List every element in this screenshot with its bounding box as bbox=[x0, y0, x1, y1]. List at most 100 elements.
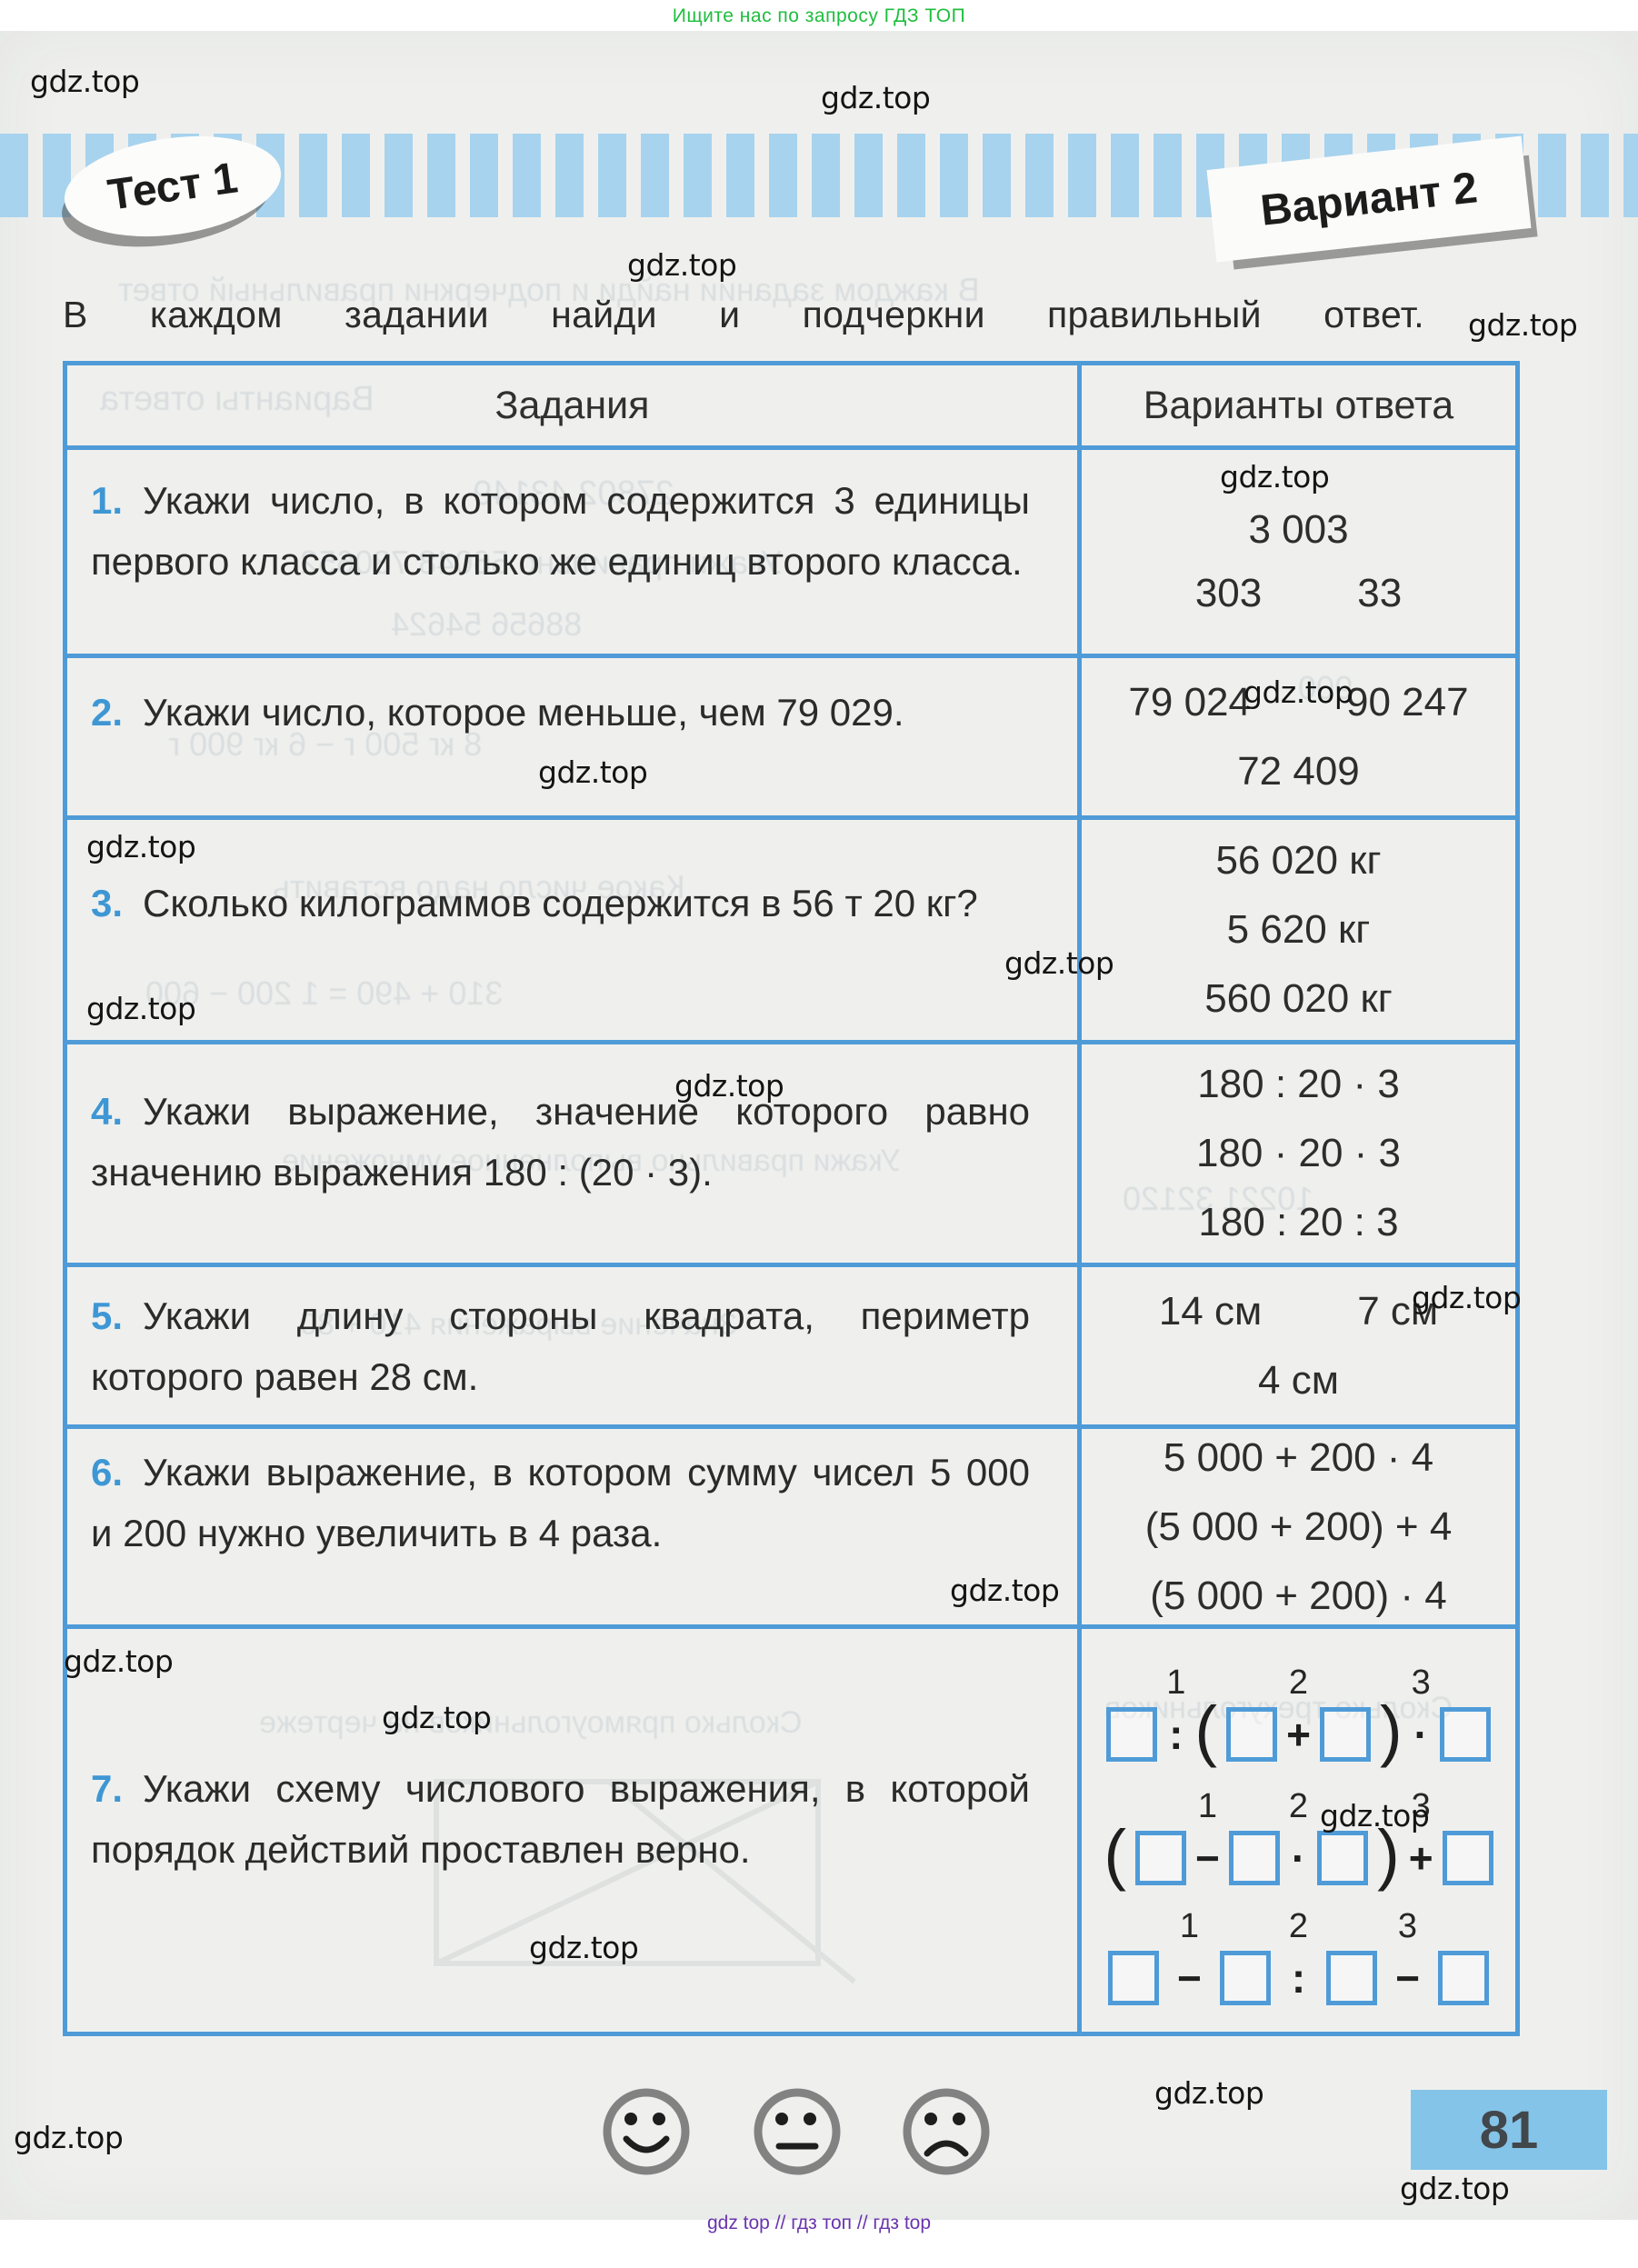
site-watermark: gdz.top bbox=[1243, 674, 1353, 710]
operator-token: 1: bbox=[1166, 1664, 1185, 1762]
answer-option[interactable]: 3 003 bbox=[1248, 507, 1349, 552]
answer-line: 79 024 90 247 bbox=[1128, 680, 1468, 725]
question-number: 2. bbox=[91, 691, 124, 734]
question-cell-6: 6. Укажи выражение, в котором сумму чисел… bbox=[67, 1429, 1082, 1629]
order-number bbox=[1241, 1907, 1251, 1951]
order-number: 3 bbox=[1411, 1786, 1431, 1825]
operand-token bbox=[1437, 1907, 1489, 2005]
site-watermark: gdz.top bbox=[1220, 459, 1330, 495]
question-text: Укажи схему числового выражения, в котор… bbox=[91, 1767, 1030, 1871]
answer-line: 3 003 bbox=[1248, 507, 1348, 553]
question-text: Укажи длину стороны квадрата, пери­метр … bbox=[91, 1294, 1030, 1398]
answers-cell-4: 180 : 20 · 3 180 · 20 · 3 180 : 20 : 3 bbox=[1082, 1044, 1515, 1267]
paren-token: ) bbox=[1379, 1660, 1403, 1768]
order-number: 3 bbox=[1397, 1906, 1418, 1945]
expression-schema-1[interactable]: 1: ( 2 + ) 3 · bbox=[1106, 1660, 1491, 1768]
answer-line: 180 : 20 · 3 bbox=[1197, 1062, 1400, 1107]
operand-box bbox=[1219, 1950, 1271, 2005]
expression-schema-3[interactable]: 1− 2: 3− bbox=[1108, 1907, 1489, 2005]
order-number bbox=[1460, 1664, 1470, 1707]
question-text: Укажи выражение, в котором сумму чисел 5… bbox=[91, 1451, 1030, 1554]
answer-line: 14 см 7 см bbox=[1159, 1289, 1438, 1334]
answer-line: 180 : 20 : 3 bbox=[1198, 1200, 1398, 1245]
parenthesis: ) bbox=[1379, 1693, 1403, 1768]
operator-symbol: − bbox=[1195, 1833, 1220, 1882]
answer-line: 56 020 кг bbox=[1215, 838, 1381, 884]
page-number-tab: 81 bbox=[1411, 2090, 1607, 2170]
answer-option[interactable]: 90 247 bbox=[1346, 679, 1469, 724]
operator-symbol: + bbox=[1286, 1710, 1311, 1758]
answer-line: (5 000 + 200) · 4 bbox=[1150, 1574, 1447, 1619]
answer-option[interactable]: (5 000 + 200) · 4 bbox=[1150, 1573, 1447, 1618]
answer-option[interactable]: 180 · 20 · 3 bbox=[1195, 1131, 1402, 1175]
order-number: 1 bbox=[1197, 1786, 1218, 1825]
answer-option[interactable]: 72 409 bbox=[1237, 748, 1360, 794]
answer-option[interactable]: 33 bbox=[1357, 571, 1403, 615]
site-watermark: gdz.top bbox=[14, 2120, 124, 2155]
smiley-neutral-icon[interactable] bbox=[750, 2086, 844, 2181]
question-text: Укажи число, в котором содержится 3 един… bbox=[91, 479, 1030, 583]
operator-symbol: − bbox=[1177, 1953, 1202, 2002]
order-number: 2 bbox=[1288, 1906, 1309, 1945]
operand-box bbox=[1437, 1950, 1489, 2005]
operator-symbol: : bbox=[1169, 1710, 1184, 1758]
answer-option[interactable]: (5 000 + 200) + 4 bbox=[1144, 1504, 1453, 1549]
answer-option[interactable]: 79 024 bbox=[1128, 679, 1251, 724]
answer-option[interactable]: 4 см bbox=[1258, 1357, 1339, 1403]
answer-line: 560 020 кг bbox=[1204, 976, 1393, 1022]
expression-schema-2[interactable]: ( 1− 2 · ) 3 + bbox=[1104, 1783, 1493, 1892]
question-cell-4: 4. Укажи выражение, значение которого рав… bbox=[67, 1044, 1082, 1267]
smiley-sad-icon[interactable] bbox=[899, 2086, 994, 2181]
answer-option[interactable]: 180 : 20 : 3 bbox=[1198, 1200, 1399, 1244]
answer-option[interactable]: 560 020 кг bbox=[1204, 976, 1393, 1021]
question-cell-5: 5. Укажи длину стороны квадрата, пери­мет… bbox=[67, 1267, 1082, 1429]
question-cell-1: 1. Укажи число, в котором содержится 3 ед… bbox=[67, 450, 1082, 658]
site-watermark: gdz.top bbox=[950, 1573, 1060, 1608]
operand-token bbox=[1228, 1787, 1280, 1885]
operand-token bbox=[1439, 1664, 1491, 1762]
operand-token bbox=[1226, 1664, 1278, 1762]
smiley-happy-icon[interactable] bbox=[599, 2086, 694, 2181]
site-watermark: gdz.top bbox=[674, 1068, 784, 1104]
operand-box bbox=[1439, 1706, 1491, 1762]
column-header-tasks: Задания bbox=[67, 365, 1082, 450]
order-number bbox=[1156, 1787, 1166, 1831]
question-cell-7: 7. Укажи схему числового выражения, в кот… bbox=[67, 1629, 1082, 2032]
question-cell-3: 3. Сколько килограммов содержится в 56 т … bbox=[67, 820, 1082, 1044]
order-number bbox=[1129, 1907, 1139, 1951]
operand-box bbox=[1226, 1706, 1278, 1762]
answer-option[interactable]: 7 см bbox=[1357, 1288, 1439, 1334]
answers-cell-1: 3 003 303 33 bbox=[1082, 450, 1515, 658]
operator-token: 3 · bbox=[1412, 1664, 1431, 1762]
tasks-table: Задания Варианты ответа 1. Укажи число, в… bbox=[63, 361, 1520, 2036]
order-number: 2 bbox=[1288, 1663, 1309, 1702]
answer-option[interactable]: 180 : 20 · 3 bbox=[1197, 1062, 1400, 1106]
answer-option[interactable]: 56 020 кг bbox=[1215, 838, 1382, 883]
answer-option[interactable]: 5 000 + 200 · 4 bbox=[1163, 1434, 1434, 1480]
parenthesis: ) bbox=[1377, 1816, 1400, 1892]
operand-box bbox=[1108, 1950, 1160, 2005]
answer-option[interactable]: 5 620 кг bbox=[1226, 907, 1371, 952]
order-number bbox=[1250, 1787, 1260, 1831]
operator-token: 3− bbox=[1395, 1907, 1420, 2005]
site-watermark: gdz.top bbox=[30, 64, 140, 99]
answers-cell-2: 79 024 90 247 72 409 bbox=[1082, 658, 1515, 820]
operand-token bbox=[1135, 1787, 1187, 1885]
site-watermark: gdz.top bbox=[538, 754, 648, 790]
parenthesis: ( bbox=[1104, 1816, 1127, 1892]
answer-option[interactable]: 303 bbox=[1194, 571, 1263, 615]
answer-line: 180 · 20 · 3 bbox=[1196, 1131, 1401, 1176]
question-number: 5. bbox=[91, 1294, 124, 1337]
order-number bbox=[1459, 1907, 1469, 1951]
answer-option[interactable]: 14 см bbox=[1158, 1288, 1263, 1334]
operator-token: 2: bbox=[1289, 1907, 1308, 2005]
operand-token bbox=[1108, 1907, 1160, 2005]
site-watermark: gdz.top bbox=[382, 1700, 492, 1735]
column-header-answers: Варианты ответа bbox=[1082, 365, 1515, 450]
variant-badge-label: Вариант 2 bbox=[1258, 163, 1480, 235]
site-watermark: gdz.top bbox=[64, 1644, 174, 1679]
instruction-text: В каждом задании найди и подчеркни прави… bbox=[63, 294, 1424, 335]
answers-cell-7: 1: ( 2 + ) 3 · ( 1− 2 · ) 3 + 1− 2: 3− bbox=[1082, 1629, 1515, 2032]
question-cell-2: 2. Укажи число, которое меньше, чем 79 02… bbox=[67, 658, 1082, 820]
parenthesis: ( bbox=[1194, 1693, 1218, 1768]
